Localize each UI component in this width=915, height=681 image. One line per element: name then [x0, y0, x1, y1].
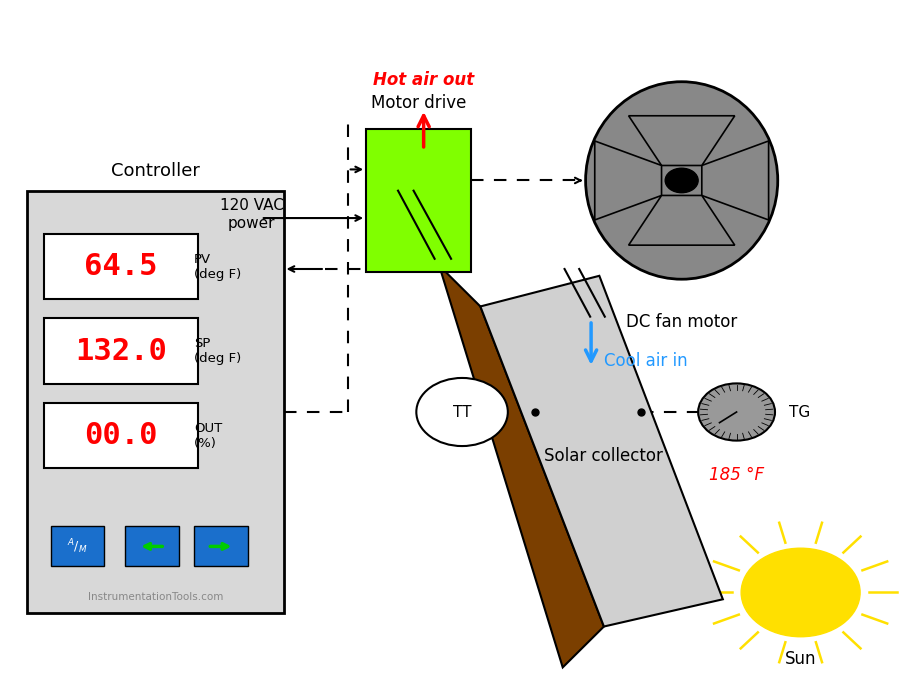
- FancyBboxPatch shape: [44, 403, 198, 469]
- Text: 00.0: 00.0: [84, 421, 157, 450]
- Polygon shape: [480, 276, 723, 627]
- Circle shape: [665, 168, 698, 193]
- Text: PV
(deg F): PV (deg F): [194, 253, 242, 281]
- Text: InstrumentationTools.com: InstrumentationTools.com: [88, 592, 223, 602]
- FancyBboxPatch shape: [50, 526, 104, 567]
- FancyBboxPatch shape: [194, 526, 248, 567]
- Text: Cool air in: Cool air in: [604, 352, 687, 370]
- Polygon shape: [629, 195, 735, 245]
- Polygon shape: [702, 141, 769, 220]
- Text: 132.0: 132.0: [75, 336, 167, 366]
- Text: Sun: Sun: [785, 650, 816, 668]
- Text: 64.5: 64.5: [84, 252, 157, 281]
- FancyBboxPatch shape: [366, 129, 471, 272]
- Text: TT: TT: [453, 405, 471, 419]
- FancyBboxPatch shape: [44, 319, 198, 384]
- Polygon shape: [439, 266, 604, 667]
- Text: $^A/_M$: $^A/_M$: [67, 537, 88, 556]
- Text: DC fan motor: DC fan motor: [626, 313, 737, 331]
- Circle shape: [416, 378, 508, 446]
- Text: 185 °F: 185 °F: [709, 466, 764, 484]
- FancyBboxPatch shape: [44, 234, 198, 300]
- Text: Hot air out: Hot air out: [373, 71, 474, 89]
- FancyBboxPatch shape: [27, 191, 284, 613]
- Ellipse shape: [586, 82, 778, 279]
- Circle shape: [741, 548, 860, 637]
- Text: SP
(deg F): SP (deg F): [194, 337, 242, 365]
- Text: 120 VAC
power: 120 VAC power: [220, 198, 284, 231]
- Text: OUT
(%): OUT (%): [194, 422, 222, 449]
- Polygon shape: [629, 116, 735, 165]
- Text: TG: TG: [789, 405, 810, 419]
- FancyBboxPatch shape: [124, 526, 178, 567]
- Text: Solar collector: Solar collector: [544, 447, 663, 465]
- Text: Motor drive: Motor drive: [371, 95, 467, 112]
- Circle shape: [698, 383, 775, 441]
- Polygon shape: [595, 141, 662, 220]
- Text: Controller: Controller: [111, 163, 200, 180]
